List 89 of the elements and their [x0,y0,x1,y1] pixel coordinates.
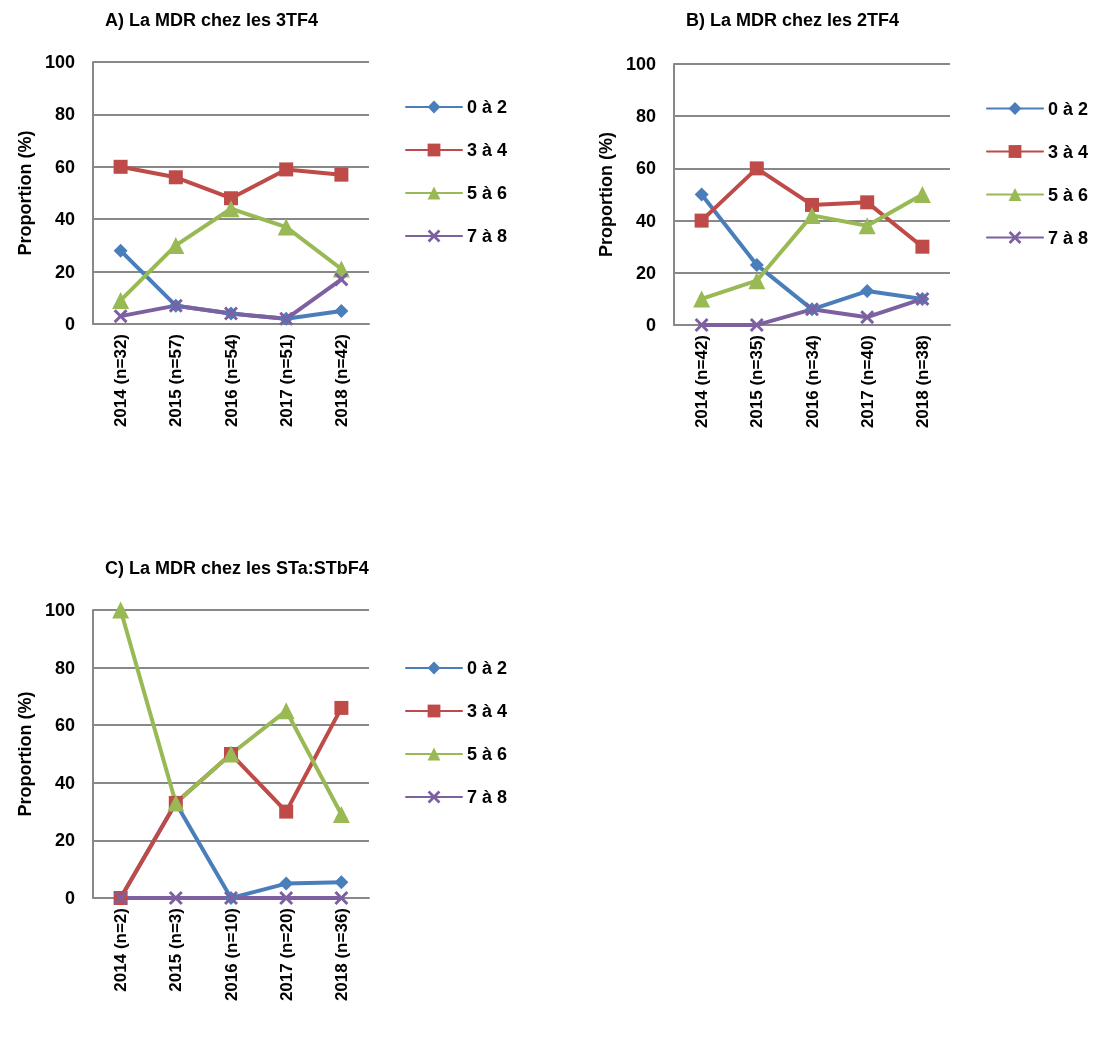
point [277,702,295,720]
legend-label: 7 à 8 [1048,227,1089,248]
chart-title: B) La MDR chez les 2TF4 [686,10,900,30]
point [334,891,349,905]
x-tick-label: 2015 (n=57) [166,334,186,428]
point [334,875,349,890]
point [748,272,766,290]
point [334,167,349,182]
point [860,310,875,325]
legend-label: 7 à 8 [467,226,508,246]
point [860,195,875,210]
point [693,290,711,308]
y-tick-label: 60 [54,156,75,177]
point [168,891,183,905]
y-tick-label: 100 [44,52,75,72]
x-tick-label: 2017 (n=40) [857,335,877,429]
chart-title: A) La MDR chez les 3TF4 [105,10,319,30]
y-tick-label: 80 [635,106,656,127]
y-tick-label: 80 [54,104,75,125]
point [113,309,128,324]
y-axis-title: Proportion (%) [596,132,617,257]
y-tick-label: 40 [635,210,656,231]
point [113,243,128,258]
point [112,291,130,309]
point [749,161,764,176]
y-tick-label: 0 [645,315,656,335]
y-tick-label: 0 [64,314,75,334]
point [805,197,819,212]
point [913,186,931,203]
point [334,272,349,287]
point [803,206,821,224]
point [858,217,876,235]
y-tick-label: 60 [635,158,656,179]
y-tick-label: 60 [54,715,75,736]
legend-label: 5 à 6 [467,744,508,764]
x-tick-label: 2014 (n=42) [692,335,712,429]
point [113,159,128,174]
point [860,284,875,299]
x-tick-label: 2017 (n=20) [276,908,296,1002]
legend-label: 5 à 6 [1048,184,1089,205]
chart-title: C) La MDR chez les STa:STbF4 [105,558,369,578]
legend-label: 3 à 4 [1048,141,1089,162]
y-tick-label: 40 [54,209,75,230]
y-tick-label: 100 [625,54,656,74]
x-tick-label: 2017 (n=51) [276,334,296,428]
point [749,257,764,272]
y-tick-label: 20 [635,262,656,283]
point [168,170,183,185]
point [279,891,294,905]
x-tick-label: 2018 (n=42) [331,334,351,428]
point [915,239,930,254]
point [112,601,130,619]
legend-label: 0 à 2 [467,97,508,117]
point [334,700,349,715]
y-tick-label: 20 [54,830,75,851]
legend-label: 7 à 8 [467,787,508,807]
legend-label: 0 à 2 [467,658,508,678]
point [332,805,350,823]
x-tick-label: 2015 (n=35) [747,335,767,429]
x-tick-label: 2018 (n=36) [331,908,351,1002]
y-axis-title: Proportion (%) [15,130,36,256]
point [334,303,349,318]
x-tick-label: 2016 (n=34) [802,335,822,429]
point [279,162,294,177]
legend-label: 3 à 4 [467,701,508,721]
point [224,191,238,206]
point [222,200,240,218]
y-tick-label: 0 [64,888,75,908]
point [279,876,294,891]
point [694,318,709,332]
y-tick-label: 40 [54,772,75,793]
x-tick-label: 2018 (n=38) [912,335,932,429]
y-tick-label: 20 [54,261,75,282]
y-axis-title: Proportion (%) [15,691,36,817]
y-tick-label: 100 [44,600,75,620]
point [694,187,709,202]
legend-label: 5 à 6 [467,183,508,203]
legend-label: 3 à 4 [467,140,508,160]
point [279,804,294,819]
y-tick-label: 80 [54,657,75,678]
x-tick-label: 2014 (n=2) [111,908,131,992]
x-tick-label: 2014 (n=32) [111,334,131,428]
x-tick-label: 2015 (n=3) [166,908,186,992]
x-tick-label: 2016 (n=10) [221,908,241,1002]
point [694,213,709,228]
point [277,218,295,236]
point [749,318,764,332]
legend-label: 0 à 2 [1048,98,1089,119]
x-tick-label: 2016 (n=54) [221,334,241,428]
